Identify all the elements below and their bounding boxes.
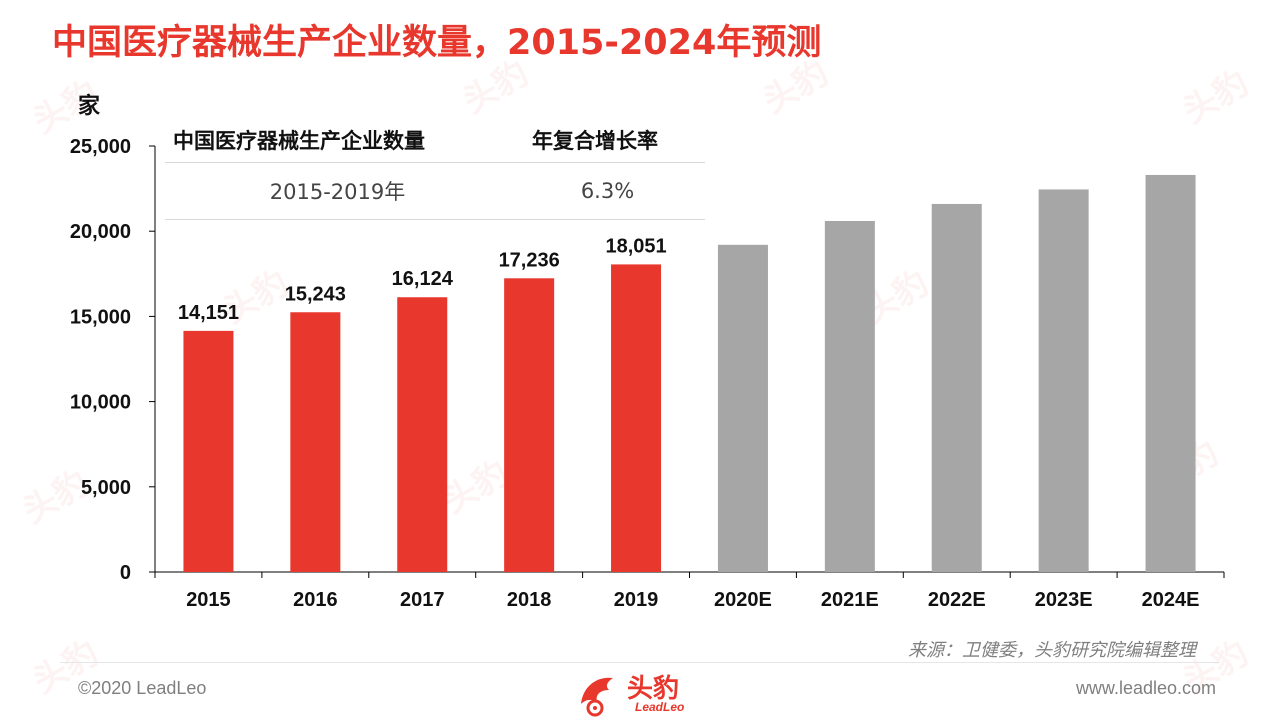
x-tick-label: 2020E [714,589,772,611]
x-tick-label: 2023E [1035,589,1093,611]
cagr-header-metric: 中国医疗器械生产企业数量 [173,129,425,153]
y-unit-label: 家 [78,94,101,119]
x-tick-label: 2021E [821,589,879,611]
x-tick-label: 2016 [293,589,338,611]
y-tick-label: 5,000 [81,477,131,499]
bar [290,312,341,572]
bar [931,203,982,572]
source-note: 来源：卫健委，头豹研究院编辑整理 [908,640,1196,661]
logo-text: 头豹 [627,674,680,704]
x-tick-label: 2018 [507,589,552,611]
bar [1145,174,1196,572]
cagr-table-row: 2015-2019年 6.3% [165,163,705,220]
leadleo-logo: 头豹 LeadLeo [575,664,705,720]
x-tick-label: 2024E [1142,589,1200,611]
x-tick-label: 2015 [186,589,231,611]
bar [824,220,875,572]
bar [1038,189,1089,572]
logo-subtext: LeadLeo [635,700,685,714]
x-tick-label: 2019 [614,589,659,611]
footer-divider [60,662,1220,663]
copyright: ©2020 LeadLeo [78,678,207,698]
y-tick-label: 15,000 [70,306,131,328]
data-label: 15,243 [285,283,346,305]
website-link[interactable]: www.leadleo.com [1075,678,1216,698]
page-title: 中国医疗器械生产企业数量，2015-2024年预测 [52,23,822,63]
data-label: 17,236 [499,249,560,271]
bar [183,330,234,572]
data-label: 18,051 [605,235,666,257]
y-tick-label: 25,000 [70,136,131,158]
leopard-icon [581,677,613,717]
cagr-period: 2015-2019年 [269,180,406,204]
cagr-header-rate: 年复合增长率 [532,129,658,153]
y-tick-label: 0 [120,562,131,584]
data-label: 16,124 [392,268,454,290]
cagr-table-header: 中国医疗器械生产企业数量 年复合增长率 [165,118,705,163]
bar [504,278,555,572]
bar [611,264,662,572]
data-label: 14,151 [178,302,239,324]
bar [717,244,768,572]
bar [397,297,448,572]
x-tick-label: 2017 [400,589,445,611]
x-tick-label: 2022E [928,589,986,611]
cagr-table: 中国医疗器械生产企业数量 年复合增长率 2015-2019年 6.3% [165,118,705,220]
cagr-rate: 6.3% [580,179,635,203]
y-tick-label: 20,000 [70,221,131,243]
y-tick-label: 10,000 [70,392,131,414]
